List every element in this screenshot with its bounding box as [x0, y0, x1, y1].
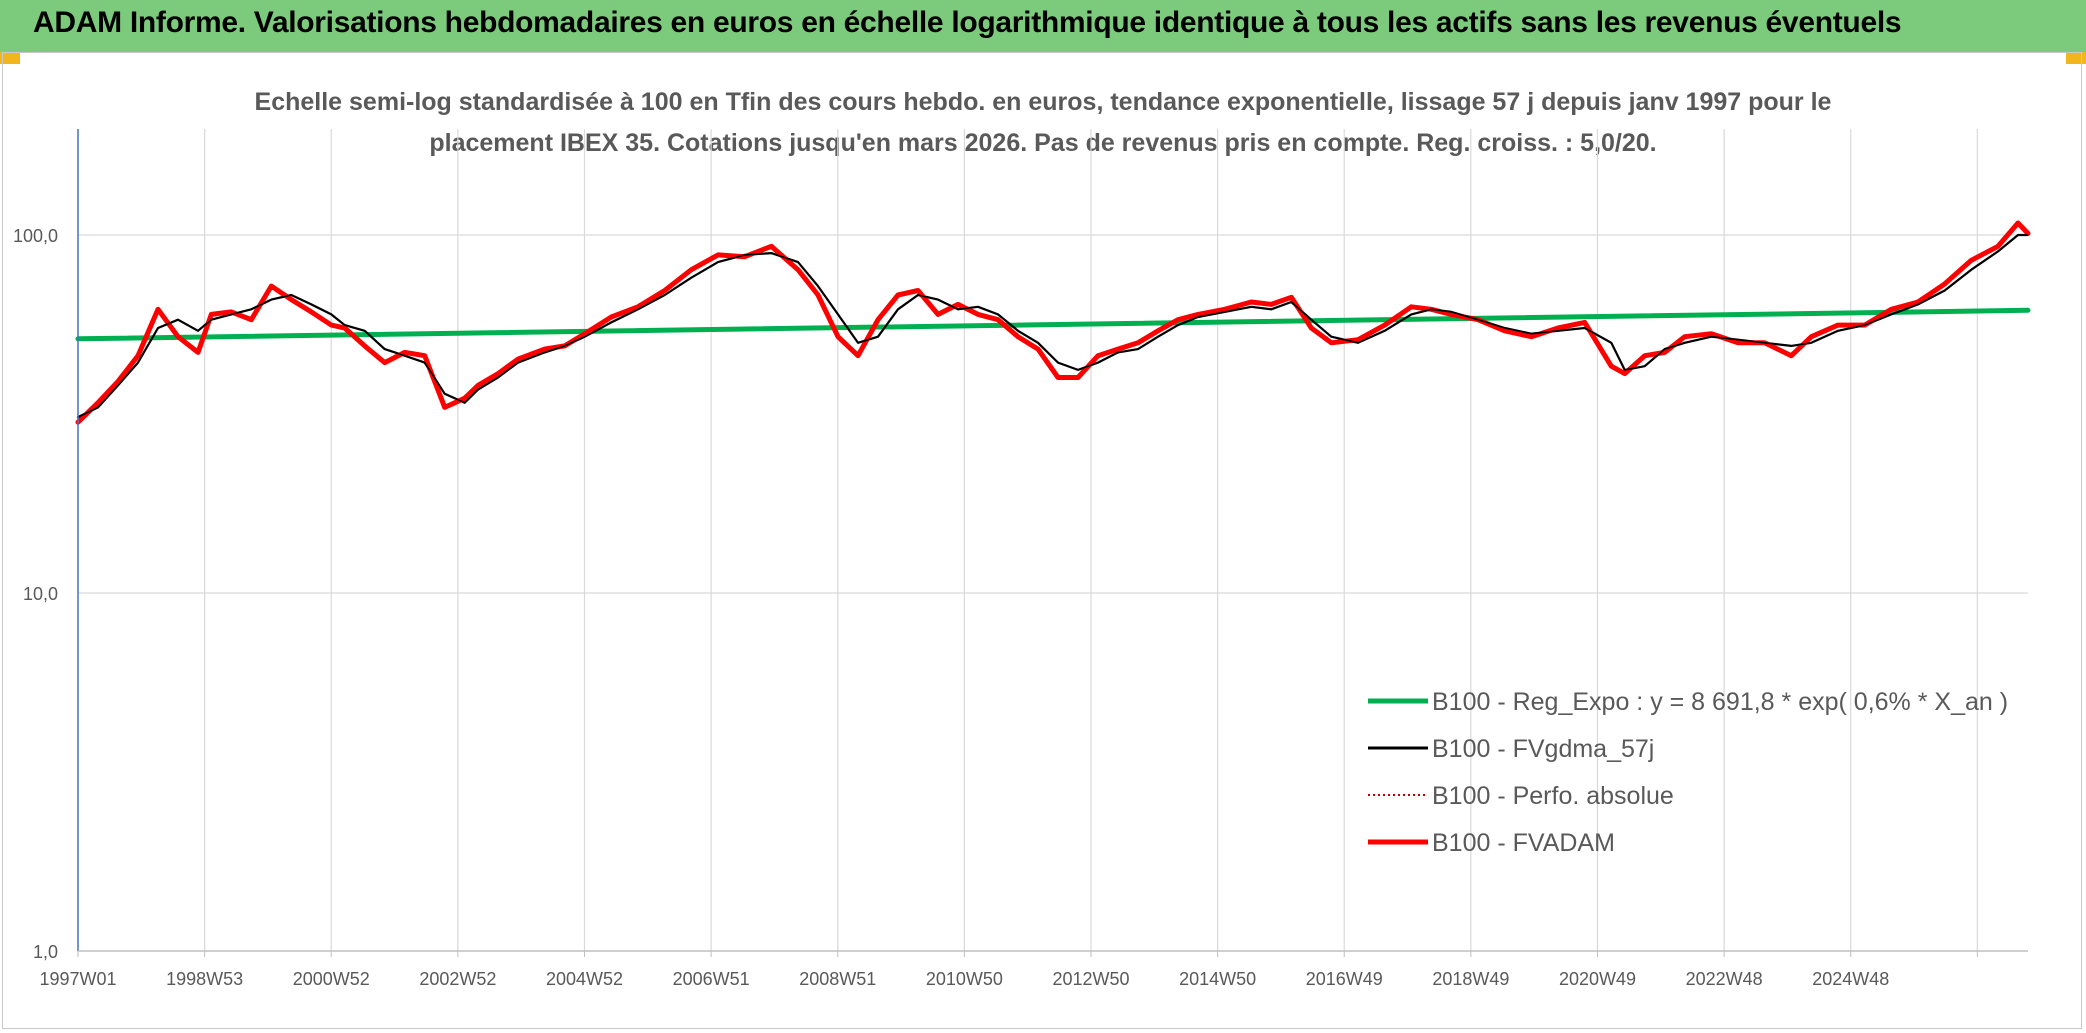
chart-title-line2: placement IBEX 35. Cotations jusqu'en ma…	[429, 129, 1657, 157]
grid	[77, 129, 2028, 957]
x-tick-label: 2010W50	[926, 969, 1003, 989]
report-title: ADAM Informe. Valorisations hebdomadaire…	[33, 6, 1902, 39]
series-adam-line	[75, 220, 2031, 425]
series-lines	[75, 220, 2031, 425]
x-tick-label: 1997W01	[39, 969, 116, 989]
x-tick-label: 2002W52	[419, 969, 496, 989]
x-tick-label: 2000W52	[293, 969, 370, 989]
x-tick-label: 2004W52	[546, 969, 623, 989]
y-axis-ticks: 1,0 10,0 100,0	[13, 226, 58, 962]
x-axis-ticks: 1997W01 1998W53 2000W52 2002W52 2004W52 2006W…	[39, 969, 1889, 989]
header-band: ADAM Informe. Valorisations hebdomadaire…	[0, 0, 2086, 52]
x-tick-label: 2020W49	[1559, 969, 1636, 989]
x-tick-label: 2014W50	[1179, 969, 1256, 989]
y-tick-label: 100,0	[13, 226, 58, 246]
series-regression-line	[75, 307, 2031, 342]
x-tick-label: 2008W51	[799, 969, 876, 989]
legend: B100 - Reg_Expo : y = 8 691,8 * exp( 0,6…	[1368, 688, 2008, 857]
chart-title-line1: Echelle semi-log standardisée à 100 en T…	[254, 88, 1832, 116]
legend-label: B100 - Perfo. absolue	[1432, 782, 1674, 810]
x-tick-label: 2022W48	[1686, 969, 1763, 989]
legend-label: B100 - Reg_Expo : y = 8 691,8 * exp( 0,6…	[1432, 688, 2008, 716]
y-tick-label: 1,0	[33, 942, 58, 962]
x-tick-label: 2018W49	[1432, 969, 1509, 989]
x-tick-label: 2016W49	[1306, 969, 1383, 989]
x-tick-label: 1998W53	[166, 969, 243, 989]
x-tick-label: 2024W48	[1812, 969, 1889, 989]
x-tick-label: 2012W50	[1052, 969, 1129, 989]
chart-frame	[2, 52, 2082, 1029]
y-tick-label: 10,0	[23, 584, 58, 604]
x-tick-label: 2006W51	[673, 969, 750, 989]
series-smoothed-line-overlay	[77, 234, 2028, 418]
corner-accent-left	[0, 52, 20, 64]
legend-label: B100 - FVADAM	[1432, 829, 1615, 857]
legend-label: B100 - FVgdma_57j	[1432, 735, 1654, 763]
